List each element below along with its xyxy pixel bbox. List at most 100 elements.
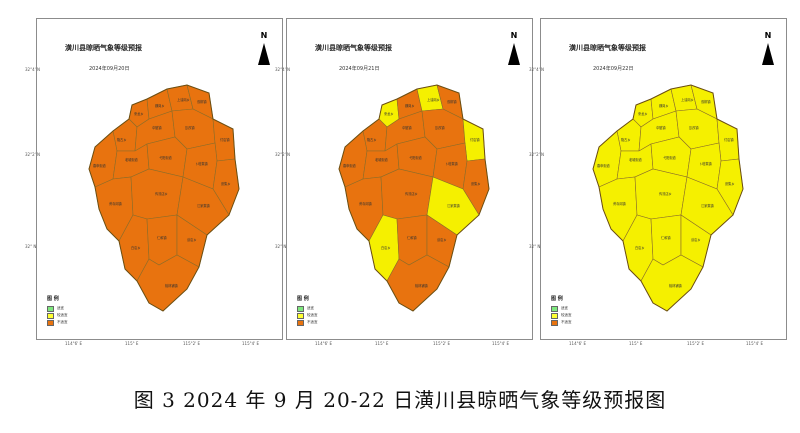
township-label: 谈店乡 [691,237,701,242]
legend-swatch [551,312,558,319]
longitude-tick: 114°6' E [65,341,83,346]
township-label: 上油岗乡 [177,97,190,102]
township-label: 卜塔集镇 [445,161,459,166]
legend-item: 不适宜 [297,319,318,326]
township-region [112,118,138,152]
township-region [362,118,388,152]
township-label: 桃林铺镇 [669,283,683,288]
township-label: 双柳镇 [701,99,711,104]
longitude-tick: 115°4' E [492,341,510,346]
township-label: 仁和镇 [157,235,167,240]
township-label: 白店乡 [131,245,141,250]
township-region [386,254,450,312]
legend-item: 不适宜 [47,319,68,326]
legend-swatch [551,305,558,312]
township-label: 张集乡 [471,181,481,186]
arrow-icon [258,43,270,65]
township-label: 春申街道 [343,163,357,168]
township-label: 伞陂镇 [152,125,162,130]
latitude-tick: 32°2' N [275,152,290,157]
legend-item: 较适宜 [297,312,318,319]
legend-label: 适宜 [561,306,568,310]
legend: 图 例适宜 较适宜 不适宜 [47,295,68,326]
township-label: 隆古乡 [621,137,631,142]
legend-title: 图 例 [297,296,309,302]
township-label: 魏岗乡 [405,103,415,108]
latitude-tick: 32°2' N [529,152,544,157]
legend-swatch [551,319,558,326]
map-title: 潢川县晾晒气象等级预报 [315,44,392,52]
legend-label: 不适宜 [561,320,572,324]
township-label: 上油岗乡 [427,97,440,102]
township-label: 江家集镇 [447,203,461,208]
township-label: 魏岗乡 [155,103,165,108]
township-label: 踅孜镇 [185,125,195,130]
legend: 图 例适宜 较适宜 不适宜 [551,295,572,326]
latitude-tick: 32° N [25,244,37,249]
township-label: 黄寺岗镇 [613,201,627,206]
township-label: 隆古乡 [367,137,377,142]
township-label: 付店镇 [220,137,230,142]
township-label: 春申街道 [93,163,107,168]
map-date: 2024年09月22日 [593,66,634,72]
township-label: 桃林铺镇 [415,283,429,288]
township-label: 隆古乡 [117,137,127,142]
township-label: 卜塔集镇 [195,161,209,166]
township-label: 来龙乡 [638,111,648,116]
legend-item: 不适宜 [551,319,572,326]
township-label: 黄寺岗镇 [359,201,373,206]
township-label: 弋阳街道 [409,155,423,160]
map-panel-3: 来龙乡 魏岗乡 上油岗乡 双柳镇 隆古乡 伞陂镇 踅孜镇 付店镇 春申街道 老城街道 弋阳街道 卜塔集… [529,18,787,346]
township-label: 卜塔集镇 [699,161,713,166]
township-label: 来龙乡 [134,111,144,116]
township-label: 伞陂镇 [656,125,666,130]
latitude-tick: 32°4' N [529,67,544,72]
township-label: 传流店乡 [155,191,168,196]
township-label: 弋阳街道 [663,155,677,160]
legend: 图 例适宜 较适宜 不适宜 [297,295,318,326]
township-label: 谈店乡 [437,237,447,242]
latitude-tick: 32° N [275,244,287,249]
map-date: 2024年09月20日 [89,66,130,72]
township-label: 仁和镇 [661,235,671,240]
township-label: 白店乡 [635,245,645,250]
township-region [616,118,642,152]
township-label: 弋阳街道 [159,155,173,160]
arrow-icon [508,43,520,65]
legend-swatch [47,319,54,326]
legend-swatch [47,312,54,319]
legend-title: 图 例 [551,296,563,302]
township-region [640,254,704,312]
legend-item: 适宜 [551,305,572,312]
legend-item: 适宜 [47,305,68,312]
legend-label: 适宜 [57,306,64,310]
map-title: 潢川县晾晒气象等级预报 [569,44,646,52]
longitude-tick: 115°2' E [433,341,451,346]
north-arrow-icon: N [255,31,273,67]
legend-label: 不适宜 [307,320,318,324]
arrow-icon [762,43,774,65]
legend-swatch [297,319,304,326]
township-label: 谈店乡 [187,237,197,242]
county-boundary [338,84,490,312]
north-label: N [260,31,268,40]
legend-label: 较适宜 [57,313,68,317]
legend-item: 适宜 [297,305,318,312]
township-label: 魏岗乡 [659,103,669,108]
township-label: 江家集镇 [701,203,715,208]
legend-swatch [297,305,304,312]
township-label: 上油岗乡 [681,97,694,102]
township-label: 来龙乡 [384,111,394,116]
longitude-tick: 115°2' E [687,341,705,346]
township-label: 踅孜镇 [689,125,699,130]
county-boundary [88,84,240,312]
longitude-tick: 115° E [375,341,389,346]
longitude-tick: 115° E [629,341,643,346]
township-label: 张集乡 [725,181,735,186]
figure-caption: 图 3 2024 年 9 月 20-22 日潢川县晾晒气象等级预报图 [133,388,667,412]
township-label: 桃林铺镇 [165,283,179,288]
township-region [136,254,200,312]
longitude-tick: 114°6' E [569,341,587,346]
